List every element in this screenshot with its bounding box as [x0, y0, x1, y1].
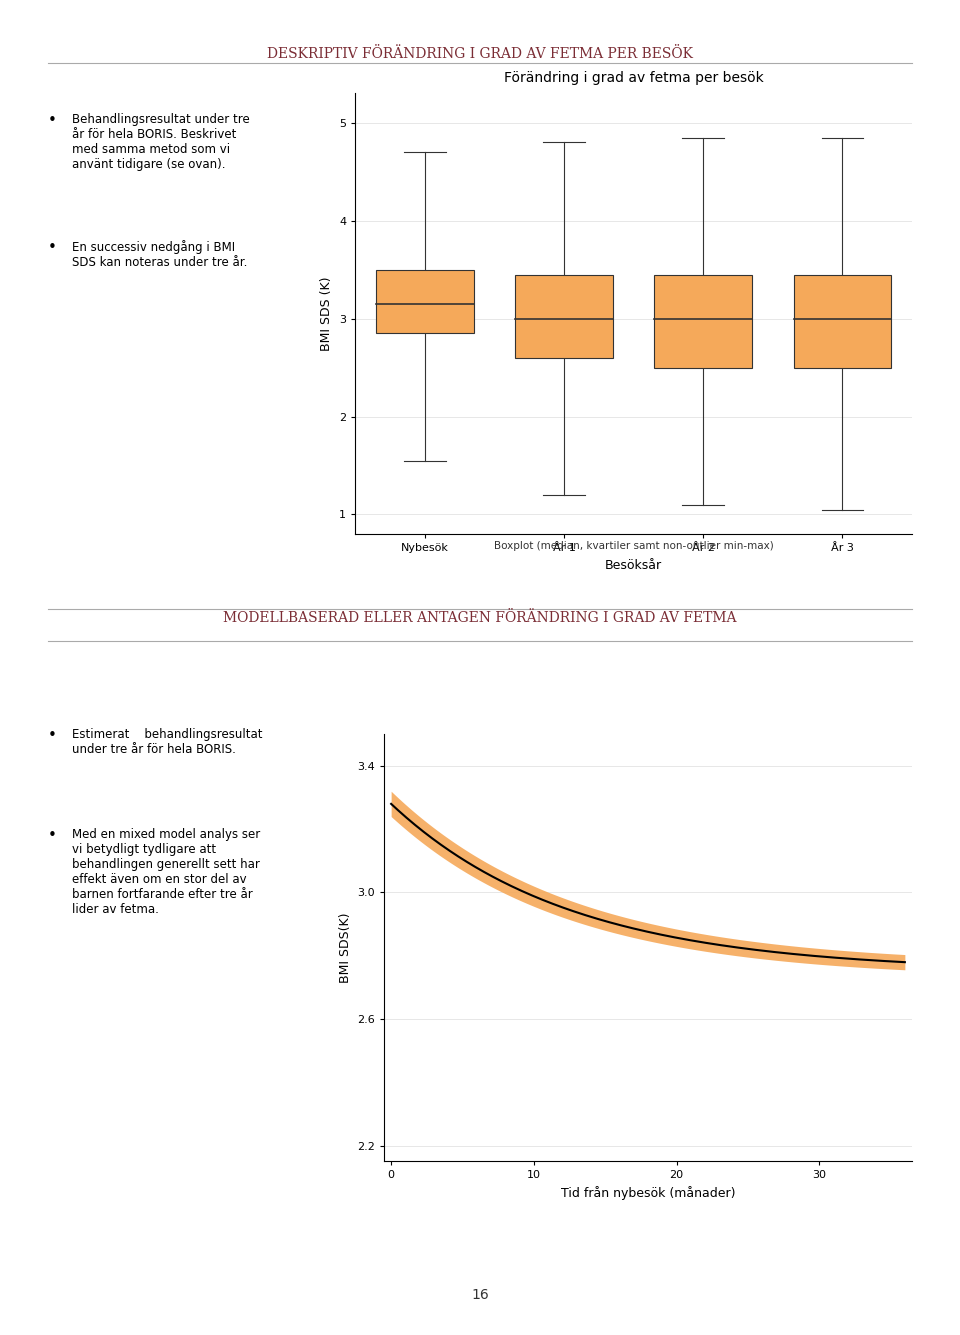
- Title: Förändring i grad av fetma per besök: Förändring i grad av fetma per besök: [504, 71, 763, 85]
- X-axis label: Besöksår: Besöksår: [605, 558, 662, 571]
- Bar: [794, 275, 891, 367]
- Text: •: •: [48, 113, 57, 128]
- Text: Estimerat    behandlingsresultat
under tre år för hela BORIS.: Estimerat behandlingsresultat under tre …: [72, 728, 262, 756]
- Text: MODELLBASERAD ELLER ANTAGEN FÖRÄNDRING I GRAD AV FETMA: MODELLBASERAD ELLER ANTAGEN FÖRÄNDRING I…: [224, 611, 736, 625]
- Bar: [376, 270, 473, 334]
- Text: Behandlingsresultat under tre
år för hela BORIS. Beskrivet
med samma metod som v: Behandlingsresultat under tre år för hel…: [72, 113, 250, 171]
- Text: En successiv nedgång i BMI
SDS kan noteras under tre år.: En successiv nedgång i BMI SDS kan noter…: [72, 240, 248, 270]
- Bar: [655, 275, 752, 367]
- Text: Boxplot (median, kvartiler samt non-outlier min-max): Boxplot (median, kvartiler samt non-outl…: [493, 541, 774, 550]
- Text: •: •: [48, 728, 57, 742]
- Text: •: •: [48, 828, 57, 842]
- Text: Med en mixed model analys ser
vi betydligt tydligare att
behandlingen generellt : Med en mixed model analys ser vi betydli…: [72, 828, 260, 916]
- Y-axis label: BMI SDS (K): BMI SDS (K): [321, 276, 333, 351]
- Text: 16: 16: [471, 1288, 489, 1302]
- Y-axis label: BMI SDS(K): BMI SDS(K): [339, 913, 351, 983]
- Bar: [516, 275, 612, 358]
- X-axis label: Tid från nybesök (månader): Tid från nybesök (månader): [561, 1185, 735, 1200]
- Text: DESKRIPTIV FÖRÄNDRING I GRAD AV FETMA PER BESÖK: DESKRIPTIV FÖRÄNDRING I GRAD AV FETMA PE…: [267, 47, 693, 60]
- Text: •: •: [48, 240, 57, 255]
